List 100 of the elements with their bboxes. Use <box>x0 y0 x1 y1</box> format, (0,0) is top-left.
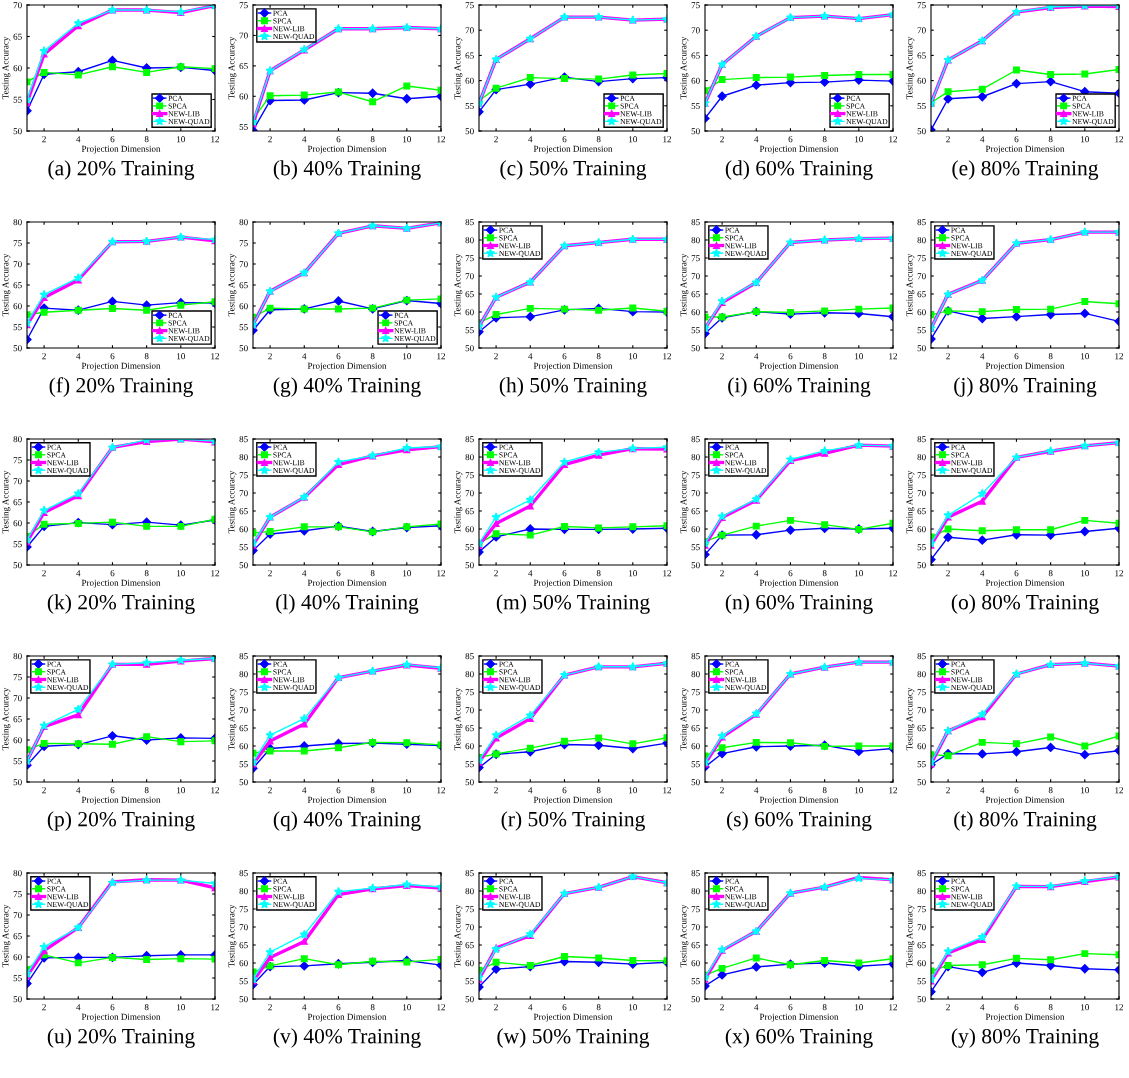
y-tick-label: 80 <box>13 653 22 660</box>
y-tick-label: 80 <box>239 219 248 226</box>
x-axis-title: Projection Dimension <box>307 145 387 154</box>
y-tick-label: 70 <box>691 490 700 497</box>
x-tick-label: 10 <box>1081 353 1089 360</box>
y-tick-label: 60 <box>465 77 474 84</box>
x-tick-label: 10 <box>855 570 863 577</box>
x-tick-label: 4 <box>528 570 533 577</box>
x-tick-label: 6 <box>562 353 567 360</box>
x-tick-label: 2 <box>42 136 46 143</box>
y-axis-title: Testing Accuracy <box>906 904 915 968</box>
x-tick-label: 10 <box>855 1004 863 1011</box>
x-tick-label: 2 <box>494 136 498 143</box>
x-tick-label: 8 <box>370 136 375 143</box>
x-tick-label: 4 <box>980 570 985 577</box>
y-axis-title: Testing Accuracy <box>680 687 689 751</box>
y-tick-label: 70 <box>917 273 926 280</box>
y-axis-title: Testing Accuracy <box>680 253 689 317</box>
y-tick-label: 75 <box>465 472 474 479</box>
x-tick-label: 4 <box>76 570 81 577</box>
y-axis-title: Testing Accuracy <box>454 36 463 100</box>
y-tick-label: 85 <box>239 870 248 877</box>
x-axis-title: Projection Dimension <box>985 579 1065 588</box>
x-tick-label: 4 <box>302 136 307 143</box>
y-tick-label: 50 <box>691 779 700 786</box>
x-tick-label: 8 <box>370 570 375 577</box>
y-tick-label: 80 <box>239 888 248 895</box>
x-tick-label: 2 <box>268 570 272 577</box>
x-tick-label: 12 <box>211 787 220 794</box>
y-tick-label: 65 <box>917 942 926 949</box>
x-tick-label: 12 <box>663 1004 672 1011</box>
text: (x) 60% Training <box>725 1028 873 1048</box>
y-tick-label: 55 <box>691 761 700 768</box>
y-tick-label: 60 <box>917 526 926 533</box>
y-tick-label: 75 <box>691 906 700 913</box>
y-tick-label: 70 <box>13 478 22 485</box>
x-tick-label: 2 <box>720 136 724 143</box>
y-tick-label: 65 <box>239 725 248 732</box>
x-tick-label: 2 <box>494 1004 498 1011</box>
x-tick-label: 6 <box>336 1004 341 1011</box>
x-axis-title: Projection Dimension <box>759 1013 839 1022</box>
text: (q) 40% Training <box>273 811 421 831</box>
x-tick-label: 10 <box>1081 136 1089 143</box>
y-tick-label: 75 <box>13 240 22 247</box>
x-tick-label: 4 <box>528 353 533 360</box>
y-tick-label: 65 <box>917 508 926 515</box>
y-tick-label: 65 <box>465 291 474 298</box>
x-tick-label: 8 <box>1048 1004 1053 1011</box>
text: (p) 20% Training <box>47 811 195 831</box>
x-axis-title: Projection Dimension <box>985 1013 1065 1022</box>
x-tick-label: 12 <box>437 353 446 360</box>
y-tick-label: 65 <box>239 942 248 949</box>
x-tick-label: 12 <box>1115 570 1124 577</box>
y-axis-title: Testing Accuracy <box>454 470 463 534</box>
y-tick-label: 65 <box>465 942 474 949</box>
x-tick-label: 6 <box>788 1004 793 1011</box>
y-tick-label: 80 <box>465 454 474 461</box>
x-tick-label: 6 <box>110 1004 115 1011</box>
y-tick-label: 80 <box>917 888 926 895</box>
x-tick-label: 10 <box>1081 787 1089 794</box>
x-axis-title: Projection Dimension <box>81 145 161 154</box>
x-tick-label: 4 <box>302 1004 307 1011</box>
y-tick-label: 55 <box>239 123 248 130</box>
y-tick-label: 85 <box>691 653 700 660</box>
y-tick-label: 55 <box>13 975 22 982</box>
y-axis-title: Testing Accuracy <box>228 253 237 317</box>
x-tick-label: 12 <box>663 787 672 794</box>
x-tick-label: 8 <box>144 787 149 794</box>
x-tick-label: 8 <box>596 787 601 794</box>
x-tick-label: 8 <box>596 570 601 577</box>
y-tick-label: 75 <box>465 906 474 913</box>
x-tick-label: 2 <box>42 353 46 360</box>
y-tick-label: 80 <box>465 671 474 678</box>
y-tick-label: 65 <box>465 725 474 732</box>
x-tick-label: 10 <box>403 136 411 143</box>
y-tick-label: 65 <box>691 942 700 949</box>
y-tick-label: 55 <box>13 758 22 765</box>
y-tick-label: 60 <box>691 77 700 84</box>
x-tick-label: 10 <box>403 570 411 577</box>
text: (h) 50% Training <box>499 377 647 397</box>
x-tick-label: 12 <box>437 787 446 794</box>
x-tick-label: 12 <box>211 1004 220 1011</box>
y-tick-label: 75 <box>691 255 700 262</box>
x-tick-label: 2 <box>268 136 272 143</box>
x-tick-label: 8 <box>370 787 375 794</box>
y-tick-label: 65 <box>691 291 700 298</box>
x-tick-label: 6 <box>336 570 341 577</box>
text: (s) 60% Training <box>726 811 872 831</box>
y-tick-label: 60 <box>239 960 248 967</box>
y-tick-label: 75 <box>465 689 474 696</box>
y-tick-label: 60 <box>917 309 926 316</box>
y-tick-label: 75 <box>13 891 22 898</box>
y-tick-label: 55 <box>691 978 700 985</box>
y-tick-label: 50 <box>239 779 248 786</box>
y-tick-label: 60 <box>465 960 474 967</box>
x-tick-label: 12 <box>211 570 220 577</box>
y-axis-title: Testing Accuracy <box>680 36 689 100</box>
x-tick-label: 4 <box>76 1004 81 1011</box>
x-tick-label: 6 <box>788 136 793 143</box>
x-tick-label: 6 <box>788 570 793 577</box>
